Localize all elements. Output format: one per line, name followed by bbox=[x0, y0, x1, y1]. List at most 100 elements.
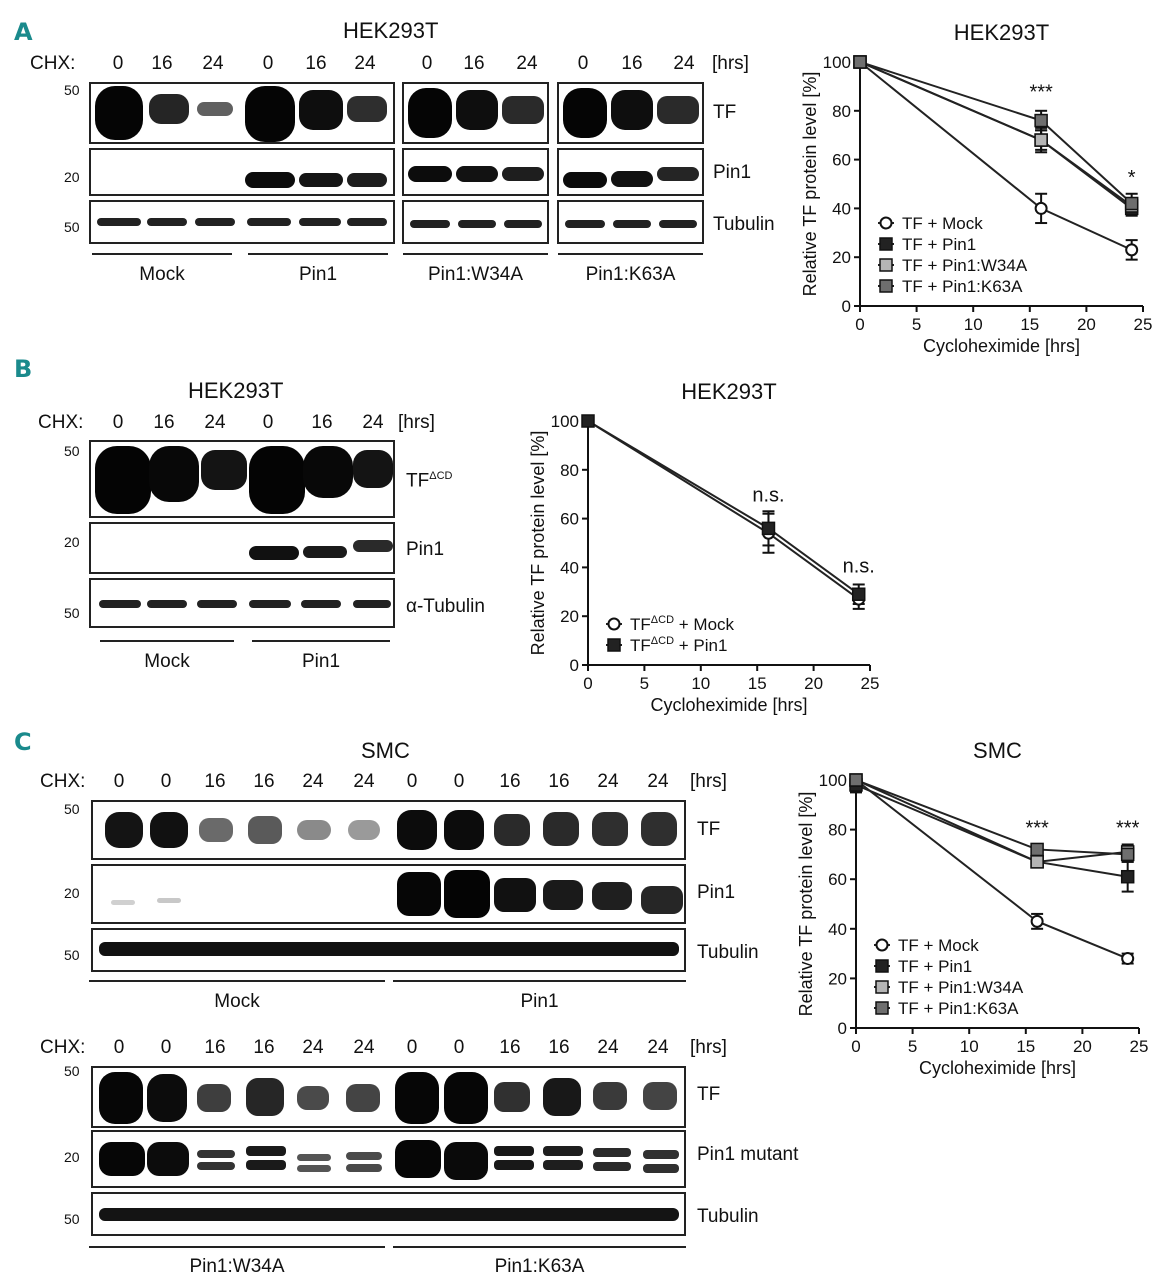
band bbox=[456, 166, 498, 182]
legend-marker bbox=[875, 938, 889, 952]
x-tick-label: 5 bbox=[908, 1037, 917, 1056]
lane-time: 16 bbox=[253, 1037, 275, 1058]
band bbox=[97, 218, 141, 226]
x-tick-label: 15 bbox=[1016, 1037, 1035, 1056]
y-axis-label: Relative TF protein level [%] bbox=[800, 72, 820, 297]
band bbox=[197, 1084, 231, 1112]
lane-time: 16 bbox=[151, 53, 173, 74]
band-label-alpha-tubulin: α-Tubulin bbox=[406, 596, 485, 617]
band bbox=[504, 220, 542, 228]
y-tick-label: 0 bbox=[838, 1019, 847, 1038]
lane-time: 24 bbox=[597, 1037, 619, 1058]
band bbox=[197, 102, 233, 116]
band bbox=[245, 86, 295, 142]
band bbox=[199, 818, 233, 842]
band bbox=[444, 1142, 488, 1180]
legend-label: TF + Pin1:W34A bbox=[898, 978, 1024, 997]
y-tick-label: 60 bbox=[832, 151, 851, 170]
panel-a-hrs-label: [hrs] bbox=[712, 53, 749, 74]
group-underline bbox=[393, 1246, 686, 1248]
band bbox=[643, 1082, 677, 1110]
band bbox=[353, 600, 391, 608]
band-label-pin1-mutant: Pin1 mutant bbox=[697, 1144, 799, 1165]
band-label-tf: TF bbox=[697, 819, 721, 840]
significance-label: *** bbox=[1029, 82, 1053, 104]
band bbox=[247, 218, 291, 226]
lane-time: 16 bbox=[305, 53, 327, 74]
mw-marker: 50 bbox=[64, 1211, 80, 1227]
legend-marker bbox=[879, 279, 893, 293]
group-label: Pin1:W34A bbox=[427, 264, 524, 285]
blot-pin1-w34a bbox=[402, 148, 549, 196]
blot-tf-smc bbox=[91, 800, 686, 860]
group-label: Mock bbox=[139, 264, 185, 285]
panel-c-blot-title: SMC bbox=[361, 738, 410, 763]
band bbox=[299, 173, 343, 187]
legend-label: TF + Pin1:W34A bbox=[902, 256, 1028, 275]
band bbox=[611, 171, 653, 187]
x-tick-label: 15 bbox=[1020, 315, 1039, 334]
band bbox=[150, 812, 188, 848]
chart-title: SMC bbox=[973, 738, 1022, 763]
panel-c-chx-label-2: CHX: bbox=[40, 1037, 86, 1058]
band bbox=[444, 870, 490, 918]
band bbox=[303, 446, 353, 498]
band bbox=[157, 898, 181, 903]
y-tick-label: 60 bbox=[560, 510, 579, 529]
mw-marker: 50 bbox=[64, 947, 80, 963]
data-point bbox=[1125, 243, 1139, 257]
x-tick-label: 5 bbox=[640, 674, 649, 693]
chart-title: HEK293T bbox=[954, 20, 1049, 45]
y-tick-label: 20 bbox=[560, 607, 579, 626]
legend-marker bbox=[879, 216, 893, 230]
lane-time: 16 bbox=[204, 771, 226, 792]
lane-time: 24 bbox=[597, 771, 619, 792]
band bbox=[99, 1072, 143, 1124]
band bbox=[297, 820, 331, 840]
blot-tubulin-mutants bbox=[91, 1192, 686, 1236]
band bbox=[593, 1082, 627, 1110]
lane-time: 0 bbox=[262, 412, 274, 433]
band bbox=[659, 220, 697, 228]
group-underline bbox=[89, 980, 385, 982]
lane-time: 24 bbox=[647, 1037, 669, 1058]
legend-label: TF + Mock bbox=[902, 214, 983, 233]
group-label: Pin1:K63A bbox=[585, 264, 676, 285]
data-point bbox=[1034, 133, 1048, 147]
lane-time: 0 bbox=[406, 771, 418, 792]
data-point bbox=[1120, 847, 1135, 862]
band bbox=[197, 600, 237, 608]
lane-time: 24 bbox=[647, 771, 669, 792]
data-point bbox=[851, 587, 866, 601]
mw-marker: 50 bbox=[64, 443, 80, 459]
group-underline bbox=[403, 253, 548, 255]
band bbox=[346, 1152, 382, 1160]
band bbox=[543, 880, 583, 910]
band bbox=[641, 886, 683, 914]
data-point bbox=[849, 773, 863, 787]
legend-label: TF + Mock bbox=[898, 936, 979, 955]
band bbox=[543, 1160, 583, 1170]
band bbox=[147, 1142, 189, 1176]
lane-time: 24 bbox=[204, 412, 226, 433]
blot-tubulin-k63a bbox=[557, 200, 704, 244]
band bbox=[248, 816, 282, 844]
band bbox=[347, 96, 387, 122]
band bbox=[494, 1160, 534, 1170]
mw-marker: 50 bbox=[64, 219, 80, 235]
lane-time: 16 bbox=[204, 1037, 226, 1058]
data-point bbox=[761, 521, 776, 536]
blot-pin1-k63a bbox=[557, 148, 704, 196]
blot-tf-mock-pin1 bbox=[89, 82, 395, 144]
group-underline bbox=[558, 253, 703, 255]
x-tick-label: 0 bbox=[855, 315, 864, 334]
band bbox=[105, 812, 143, 848]
band bbox=[657, 96, 699, 124]
blot-tf-k63a bbox=[557, 82, 704, 144]
y-tick-label: 100 bbox=[823, 53, 851, 72]
mw-marker: 50 bbox=[64, 82, 80, 98]
mw-marker: 50 bbox=[64, 605, 80, 621]
group-label: Pin1:K63A bbox=[494, 1256, 585, 1277]
band bbox=[95, 86, 143, 140]
y-tick-label: 40 bbox=[560, 558, 579, 577]
